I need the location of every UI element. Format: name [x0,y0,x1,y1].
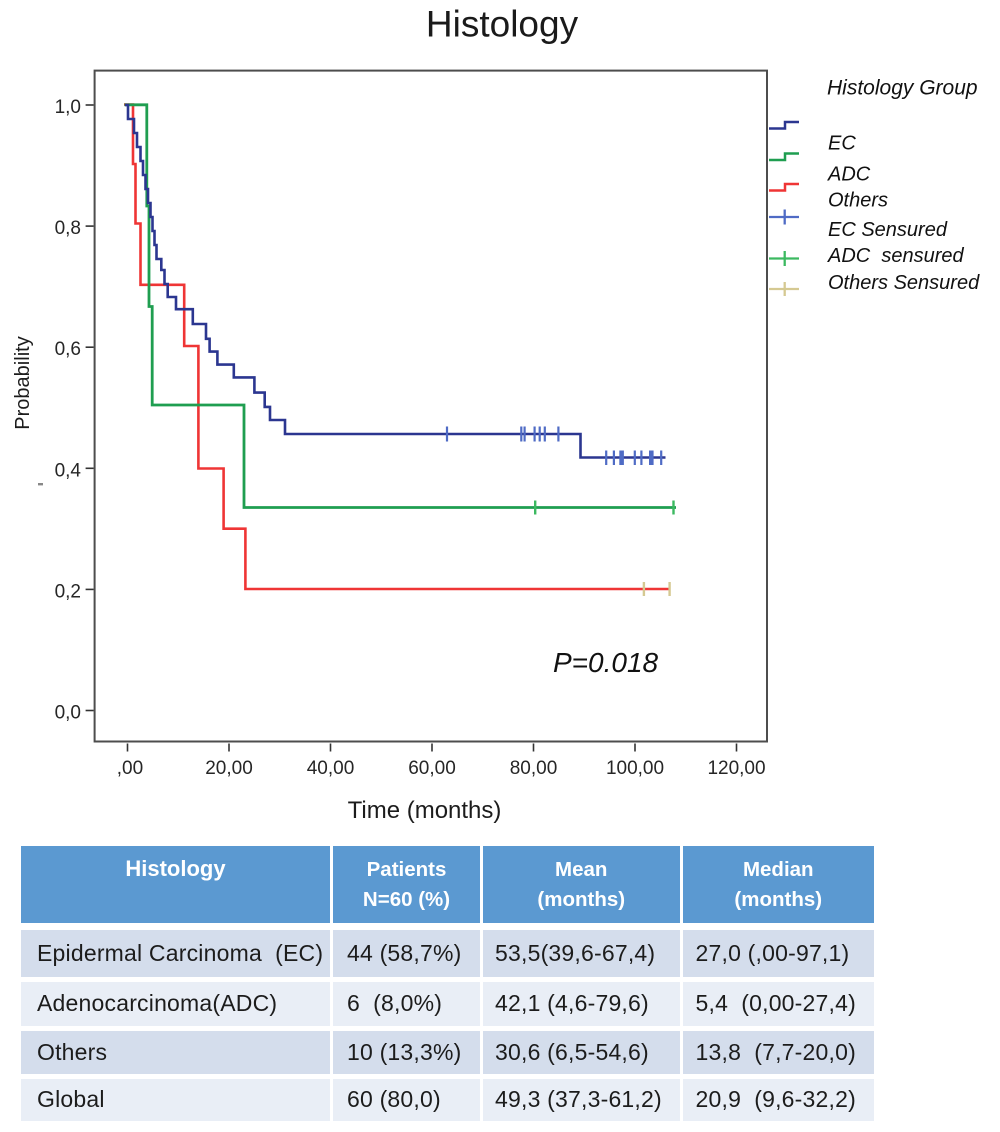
svg-text:ADC: ADC [827,164,871,186]
svg-text:,00: ,00 [117,758,143,779]
svg-text:0,0: 0,0 [55,703,81,724]
svg-text:ADC sensured: ADC sensured [827,245,964,267]
svg-text:Probability: Probability [12,336,34,429]
svg-text:120,00: 120,00 [707,758,765,779]
svg-text:Time (months): Time (months) [348,797,502,824]
svg-text:60,00: 60,00 [408,758,456,779]
svg-text:0,8: 0,8 [55,218,81,239]
svg-text:100,00: 100,00 [606,758,664,779]
svg-text:Others Sensured: Others Sensured [828,272,980,294]
svg-text:1,0: 1,0 [55,97,81,118]
svg-text:0,2: 0,2 [55,581,81,602]
svg-text:40,00: 40,00 [307,758,355,779]
svg-text:0,4: 0,4 [55,460,82,481]
svg-text:P=0.018: P=0.018 [553,647,659,678]
svg-text:EC Sensured: EC Sensured [828,219,948,241]
svg-text:Histology: Histology [426,4,579,45]
svg-text:Others: Others [828,190,888,212]
svg-text:Histology Group: Histology Group [827,77,978,100]
svg-text:80,00: 80,00 [510,758,558,779]
svg-text:EC: EC [828,133,856,155]
svg-text:20,00: 20,00 [205,758,253,779]
svg-text:0,6: 0,6 [55,339,81,360]
